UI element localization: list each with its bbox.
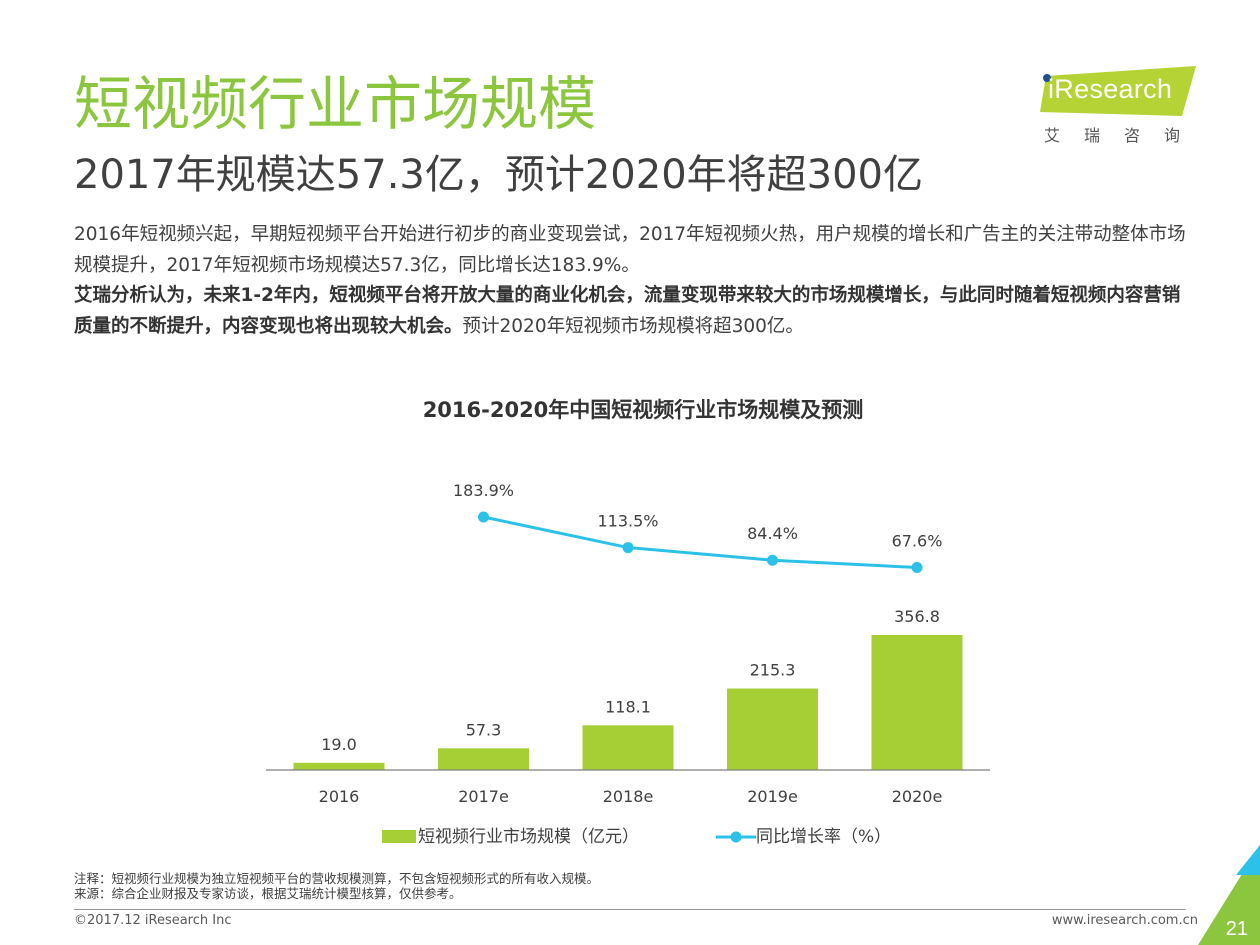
intro-text: 2016年短视频兴起，早期短视频平台开始进行初步的商业变现尝试，2017年短视频… bbox=[74, 220, 1186, 342]
growth-value-label-2018e: 113.5% bbox=[597, 512, 658, 531]
labels-layer: 19.0 2016 57.3 2017e 118.1 2018e 215.3 2019e 356… bbox=[319, 481, 943, 806]
footnote: 注释：短视频行业规模为独立短视频平台的营收规模测算，不包含短视频形式的所有收入规… bbox=[74, 871, 599, 901]
x-tick-label-2020e: 2020e bbox=[892, 787, 943, 806]
footer-divider bbox=[74, 909, 1186, 910]
growth-value-label-2017e: 183.9% bbox=[453, 481, 514, 500]
bar-2019e bbox=[727, 688, 818, 770]
bar-2016 bbox=[293, 762, 385, 770]
bar-value-label-2018e: 118.1 bbox=[605, 697, 651, 716]
growth-value-label-2019e: 84.4% bbox=[747, 524, 798, 543]
growth-value-label-2020e: 67.6% bbox=[892, 532, 943, 551]
chart-title: 2016-2020年中国短视频行业市场规模及预测 bbox=[422, 398, 864, 422]
logo-chinese-text: 艾瑞咨询 bbox=[1044, 126, 1205, 145]
analysis-bold-text: 艾瑞分析认为，未来1-2年内，短视频平台将开放大量的商业化机会，流量变现带来较大… bbox=[74, 285, 1181, 337]
page-title: 短视频行业市场规模 bbox=[74, 70, 597, 138]
logo-brand-text: iResearch bbox=[1048, 74, 1173, 104]
footnote-source: 来源：综合企业财报及专家访谈，根据艾瑞统计模型核算，仅供参考。 bbox=[74, 886, 462, 901]
growth-point-2018e bbox=[622, 542, 634, 554]
legend-bar-swatch bbox=[382, 830, 416, 843]
bars-layer bbox=[293, 635, 963, 770]
x-tick-label-2019e: 2019e bbox=[747, 787, 798, 806]
intro-paragraph-2: 艾瑞分析认为，未来1-2年内，短视频平台将开放大量的商业化机会，流量变现带来较大… bbox=[74, 281, 1186, 342]
bar-value-label-2020e: 356.8 bbox=[894, 607, 940, 626]
copyright: ©2017.12 iResearch Inc bbox=[74, 913, 232, 928]
bar-value-label-2017e: 57.3 bbox=[466, 720, 502, 739]
website-url[interactable]: www.iresearch.com.cn bbox=[1051, 913, 1198, 928]
growth-line-layer bbox=[478, 511, 923, 573]
forecast-text: 预计2020年短视频市场规模将超300亿。 bbox=[462, 315, 804, 337]
growth-point-2020e bbox=[911, 562, 923, 573]
legend-line-swatch bbox=[716, 831, 756, 843]
x-tick-label-2017e: 2017e bbox=[458, 787, 509, 806]
growth-point-2019e bbox=[767, 554, 778, 566]
bar-2020e bbox=[871, 635, 963, 770]
legend-bar-label: 短视频行业市场规模（亿元） bbox=[418, 827, 639, 847]
growth-point-2017e bbox=[478, 511, 489, 523]
logo-banner-shape bbox=[1040, 66, 1196, 116]
bar-value-label-2019e: 215.3 bbox=[750, 661, 796, 680]
bar-2018e bbox=[582, 725, 674, 770]
x-tick-label-2016: 2016 bbox=[319, 787, 360, 806]
legend-line-label: 同比增长率（%） bbox=[756, 827, 892, 847]
iresearch-logo: iResearch 艾瑞咨询 bbox=[1040, 66, 1200, 146]
x-tick-label-2018e: 2018e bbox=[603, 787, 654, 806]
intro-paragraph-1: 2016年短视频兴起，早期短视频平台开始进行初步的商业变现尝试，2017年短视频… bbox=[74, 224, 1186, 276]
bar-2017e bbox=[438, 748, 529, 770]
corner-decoration bbox=[1198, 845, 1260, 945]
footnote-note: 注释：短视频行业规模为独立短视频平台的营收规模测算，不包含短视频形式的所有收入规… bbox=[74, 871, 600, 886]
bar-value-label-2016: 19.0 bbox=[321, 735, 357, 754]
growth-rate-line bbox=[483, 515, 918, 569]
chart-legend: 短视频行业市场规模（亿元） 同比增长率（%） bbox=[0, 824, 1260, 850]
page-number: 21 bbox=[1225, 918, 1248, 940]
page-subtitle: 2017年规模达57.3亿，预计2020年将超300亿 bbox=[74, 152, 924, 198]
